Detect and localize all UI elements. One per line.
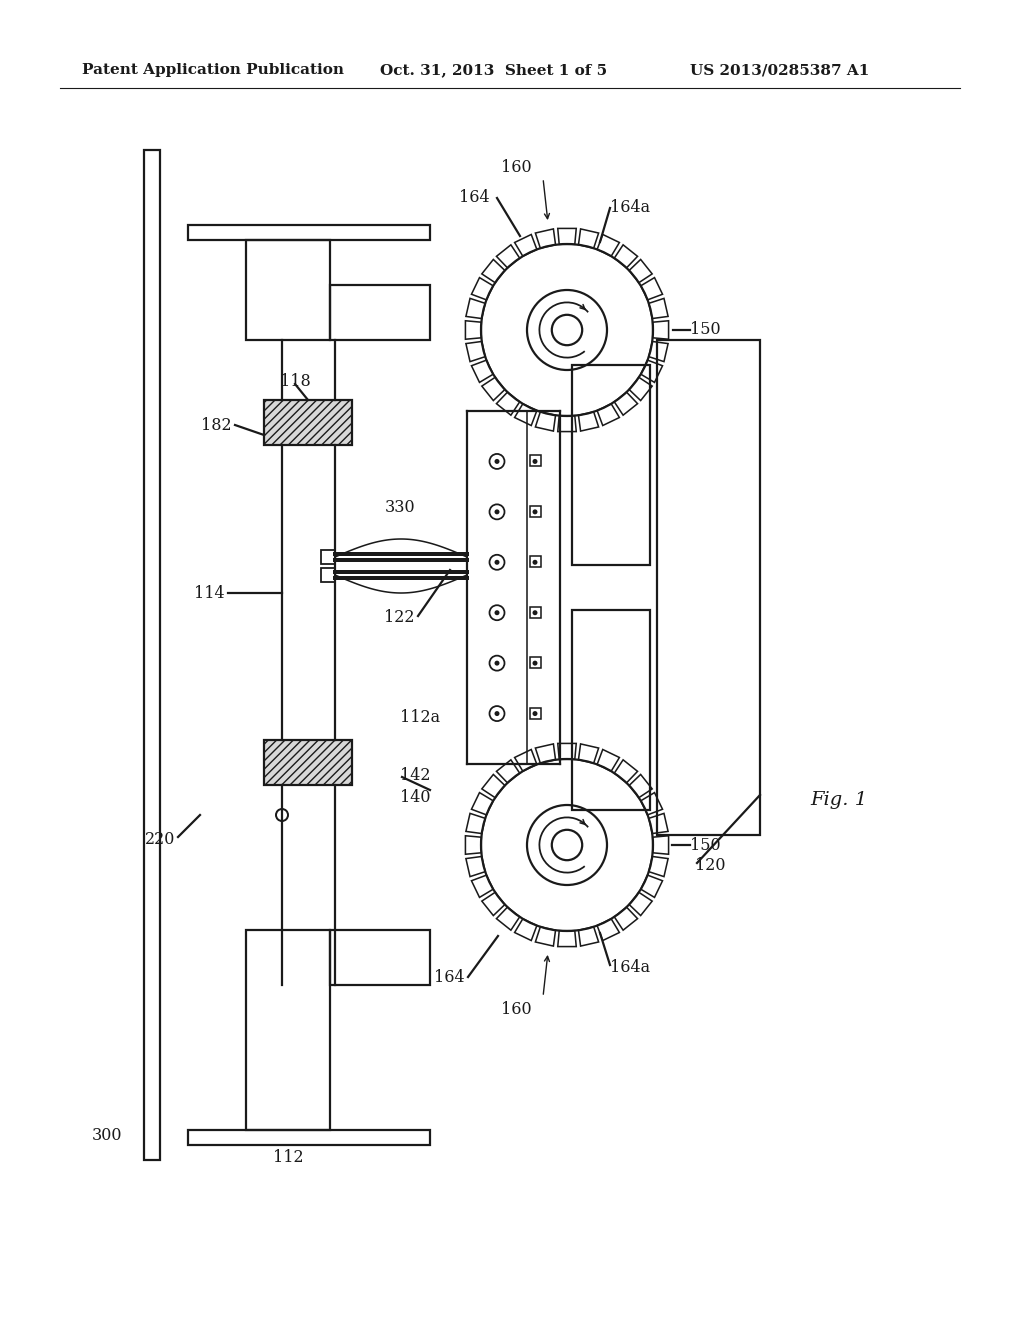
Text: 120: 120 — [695, 857, 725, 874]
Text: 122: 122 — [384, 610, 415, 627]
Text: 150: 150 — [690, 837, 721, 854]
Circle shape — [532, 459, 538, 463]
Bar — [530, 506, 541, 517]
Circle shape — [532, 610, 538, 615]
Bar — [188, 1130, 430, 1144]
Text: 118: 118 — [280, 374, 310, 391]
Bar — [530, 708, 541, 718]
Bar — [188, 224, 430, 240]
Circle shape — [532, 510, 538, 515]
Bar — [246, 240, 330, 341]
Text: 300: 300 — [92, 1126, 123, 1143]
Text: 160: 160 — [501, 1001, 531, 1018]
Circle shape — [495, 459, 500, 463]
Bar — [330, 931, 430, 985]
Bar — [264, 400, 352, 445]
Text: 142: 142 — [400, 767, 430, 784]
Text: 160: 160 — [501, 160, 531, 177]
Text: 164: 164 — [460, 190, 490, 206]
Circle shape — [495, 660, 500, 665]
Text: 220: 220 — [144, 832, 175, 849]
Circle shape — [276, 809, 288, 821]
Bar — [572, 610, 650, 810]
Bar — [264, 741, 352, 785]
Bar — [530, 657, 541, 668]
Bar — [321, 568, 335, 582]
Circle shape — [495, 560, 500, 565]
Text: 330: 330 — [384, 499, 415, 516]
Text: 164: 164 — [434, 969, 465, 986]
Text: 114: 114 — [195, 585, 225, 602]
Circle shape — [532, 660, 538, 665]
Text: 112a: 112a — [400, 710, 440, 726]
Bar — [530, 607, 541, 618]
Text: Oct. 31, 2013  Sheet 1 of 5: Oct. 31, 2013 Sheet 1 of 5 — [380, 63, 607, 77]
Bar — [246, 931, 330, 1130]
Circle shape — [532, 560, 538, 565]
Text: 140: 140 — [400, 788, 430, 805]
Circle shape — [495, 610, 500, 615]
Bar — [321, 550, 335, 564]
Text: 164a: 164a — [610, 199, 650, 216]
Circle shape — [532, 711, 538, 715]
Text: 182: 182 — [202, 417, 232, 433]
Text: Patent Application Publication: Patent Application Publication — [82, 63, 344, 77]
Bar — [530, 556, 541, 568]
Bar — [330, 285, 430, 341]
Bar — [657, 341, 760, 836]
Text: 150: 150 — [690, 322, 721, 338]
Circle shape — [495, 510, 500, 515]
Bar — [572, 366, 650, 565]
Bar — [530, 455, 541, 466]
Text: US 2013/0285387 A1: US 2013/0285387 A1 — [690, 63, 869, 77]
Text: 112: 112 — [272, 1148, 303, 1166]
Bar — [144, 150, 160, 1160]
Text: 164a: 164a — [610, 958, 650, 975]
Circle shape — [495, 711, 500, 715]
Text: Fig. 1: Fig. 1 — [810, 791, 867, 809]
